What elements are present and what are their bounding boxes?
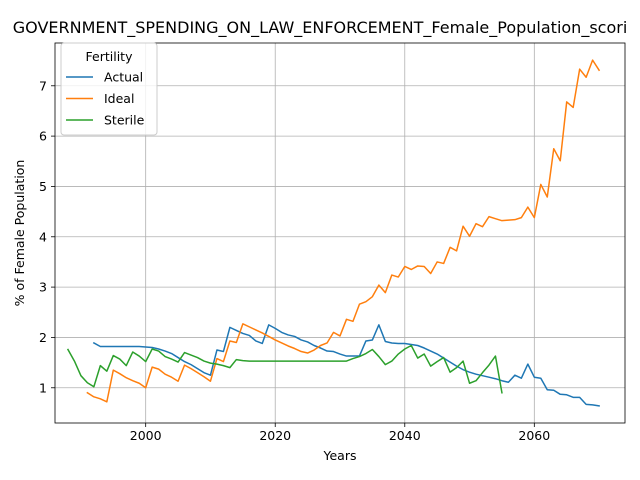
y-axis: 1 2 3 4 5 6 7 [39, 78, 55, 395]
x-tick-label: 2040 [389, 428, 421, 443]
x-tick-label: 2000 [130, 428, 162, 443]
chart-title: GOVERNMENT_SPENDING_ON_LAW_ENFORCEMENT_F… [13, 18, 628, 38]
series-line-sterile [66, 344, 503, 394]
y-axis-label: % of Female Population [12, 160, 27, 307]
y-tick-label: 7 [39, 78, 47, 93]
legend-label-ideal: Ideal [104, 91, 134, 106]
series-line-actual [92, 324, 600, 407]
y-tick-label: 1 [39, 380, 47, 395]
y-tick-label: 6 [39, 129, 47, 144]
plot-area [54, 42, 626, 424]
x-tick-label: 2020 [259, 428, 291, 443]
x-axis-label: Years [323, 448, 357, 463]
series-layer [66, 59, 601, 407]
x-axis: 2000 2020 2040 2060 [130, 423, 550, 443]
y-tick-label: 5 [39, 179, 47, 194]
y-tick-label: 3 [39, 280, 47, 295]
x-tick-label: 2060 [518, 428, 550, 443]
legend-label-actual: Actual [104, 70, 143, 85]
legend-title: Fertility [86, 49, 134, 64]
series-line-ideal [86, 59, 601, 403]
legend-label-sterile: Sterile [104, 113, 145, 128]
y-tick-label: 4 [39, 229, 47, 244]
legend-box [60, 42, 158, 136]
legend: Fertility Actual Ideal Sterile [60, 42, 158, 136]
y-tick-label: 2 [39, 330, 47, 345]
